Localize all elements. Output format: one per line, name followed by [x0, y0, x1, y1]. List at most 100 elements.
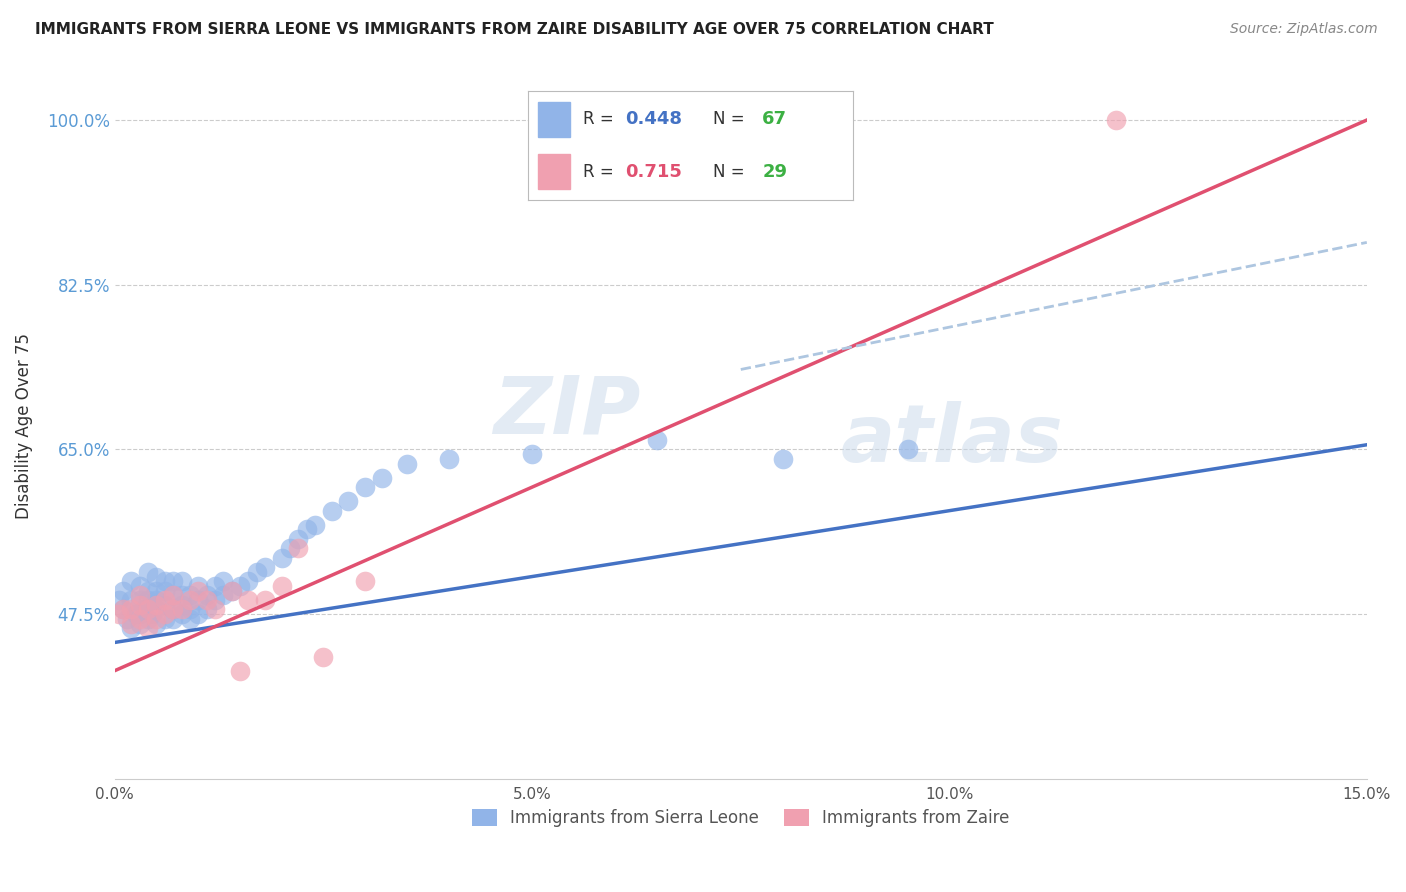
Point — [287, 541, 309, 556]
Point — [337, 494, 360, 508]
Point — [238, 593, 260, 607]
Point — [120, 616, 142, 631]
Point — [195, 602, 218, 616]
Point — [229, 664, 252, 678]
Point — [145, 616, 167, 631]
Point — [128, 607, 150, 622]
Point — [153, 598, 176, 612]
Point — [120, 593, 142, 607]
Legend: Immigrants from Sierra Leone, Immigrants from Zaire: Immigrants from Sierra Leone, Immigrants… — [465, 803, 1017, 834]
Point — [153, 612, 176, 626]
Point — [153, 583, 176, 598]
Point — [238, 574, 260, 589]
Point — [145, 602, 167, 616]
Point — [136, 583, 159, 598]
Y-axis label: Disability Age Over 75: Disability Age Over 75 — [15, 333, 32, 519]
Point — [128, 612, 150, 626]
Point — [520, 447, 543, 461]
Point — [179, 593, 201, 607]
Point — [120, 621, 142, 635]
Point — [128, 593, 150, 607]
Point — [221, 583, 243, 598]
Point — [128, 616, 150, 631]
Point — [212, 588, 235, 602]
Point — [112, 583, 135, 598]
Point — [120, 602, 142, 616]
Text: Source: ZipAtlas.com: Source: ZipAtlas.com — [1230, 22, 1378, 37]
Point — [204, 579, 226, 593]
Point — [354, 574, 377, 589]
Point — [128, 579, 150, 593]
Point — [312, 649, 335, 664]
Point — [187, 607, 209, 622]
Point — [204, 593, 226, 607]
Point — [253, 560, 276, 574]
Point — [221, 583, 243, 598]
Point — [141, 607, 163, 622]
Point — [270, 579, 292, 593]
Point — [395, 457, 418, 471]
Point — [187, 579, 209, 593]
Point — [153, 593, 176, 607]
Point — [195, 593, 218, 607]
Point — [287, 532, 309, 546]
Point — [1105, 113, 1128, 128]
Point — [295, 523, 318, 537]
Point — [371, 471, 394, 485]
Point — [170, 602, 193, 616]
Point — [108, 593, 131, 607]
Point — [153, 607, 176, 622]
Point — [179, 588, 201, 602]
Point — [321, 503, 343, 517]
Point — [128, 598, 150, 612]
Point — [145, 612, 167, 626]
Point — [136, 565, 159, 579]
Point — [179, 612, 201, 626]
Point — [179, 602, 201, 616]
Point — [437, 451, 460, 466]
Point — [195, 588, 218, 602]
Text: atlas: atlas — [841, 401, 1064, 479]
Point — [145, 598, 167, 612]
Point — [108, 607, 131, 622]
Point — [647, 433, 669, 447]
Point — [229, 579, 252, 593]
Text: ZIP: ZIP — [494, 373, 641, 450]
Point — [145, 569, 167, 583]
Point — [162, 588, 184, 602]
Point — [204, 602, 226, 616]
Point — [162, 602, 184, 616]
Point — [124, 607, 146, 622]
Point — [246, 565, 269, 579]
Point — [162, 574, 184, 589]
Point — [772, 451, 794, 466]
Point — [304, 517, 326, 532]
Point — [354, 480, 377, 494]
Point — [136, 612, 159, 626]
Point — [145, 583, 167, 598]
Point — [187, 593, 209, 607]
Point — [136, 593, 159, 607]
Point — [212, 574, 235, 589]
Point — [278, 541, 301, 556]
Point — [145, 593, 167, 607]
Point — [253, 593, 276, 607]
Point — [270, 550, 292, 565]
Point — [153, 574, 176, 589]
Point — [162, 602, 184, 616]
Point — [120, 574, 142, 589]
Point — [170, 574, 193, 589]
Point — [170, 588, 193, 602]
Point — [897, 442, 920, 457]
Point — [136, 602, 159, 616]
Point — [132, 602, 155, 616]
Point — [112, 602, 135, 616]
Point — [187, 583, 209, 598]
Point — [170, 598, 193, 612]
Point — [162, 588, 184, 602]
Point — [128, 588, 150, 602]
Point — [117, 612, 139, 626]
Text: IMMIGRANTS FROM SIERRA LEONE VS IMMIGRANTS FROM ZAIRE DISABILITY AGE OVER 75 COR: IMMIGRANTS FROM SIERRA LEONE VS IMMIGRAN… — [35, 22, 994, 37]
Point — [136, 621, 159, 635]
Point — [170, 607, 193, 622]
